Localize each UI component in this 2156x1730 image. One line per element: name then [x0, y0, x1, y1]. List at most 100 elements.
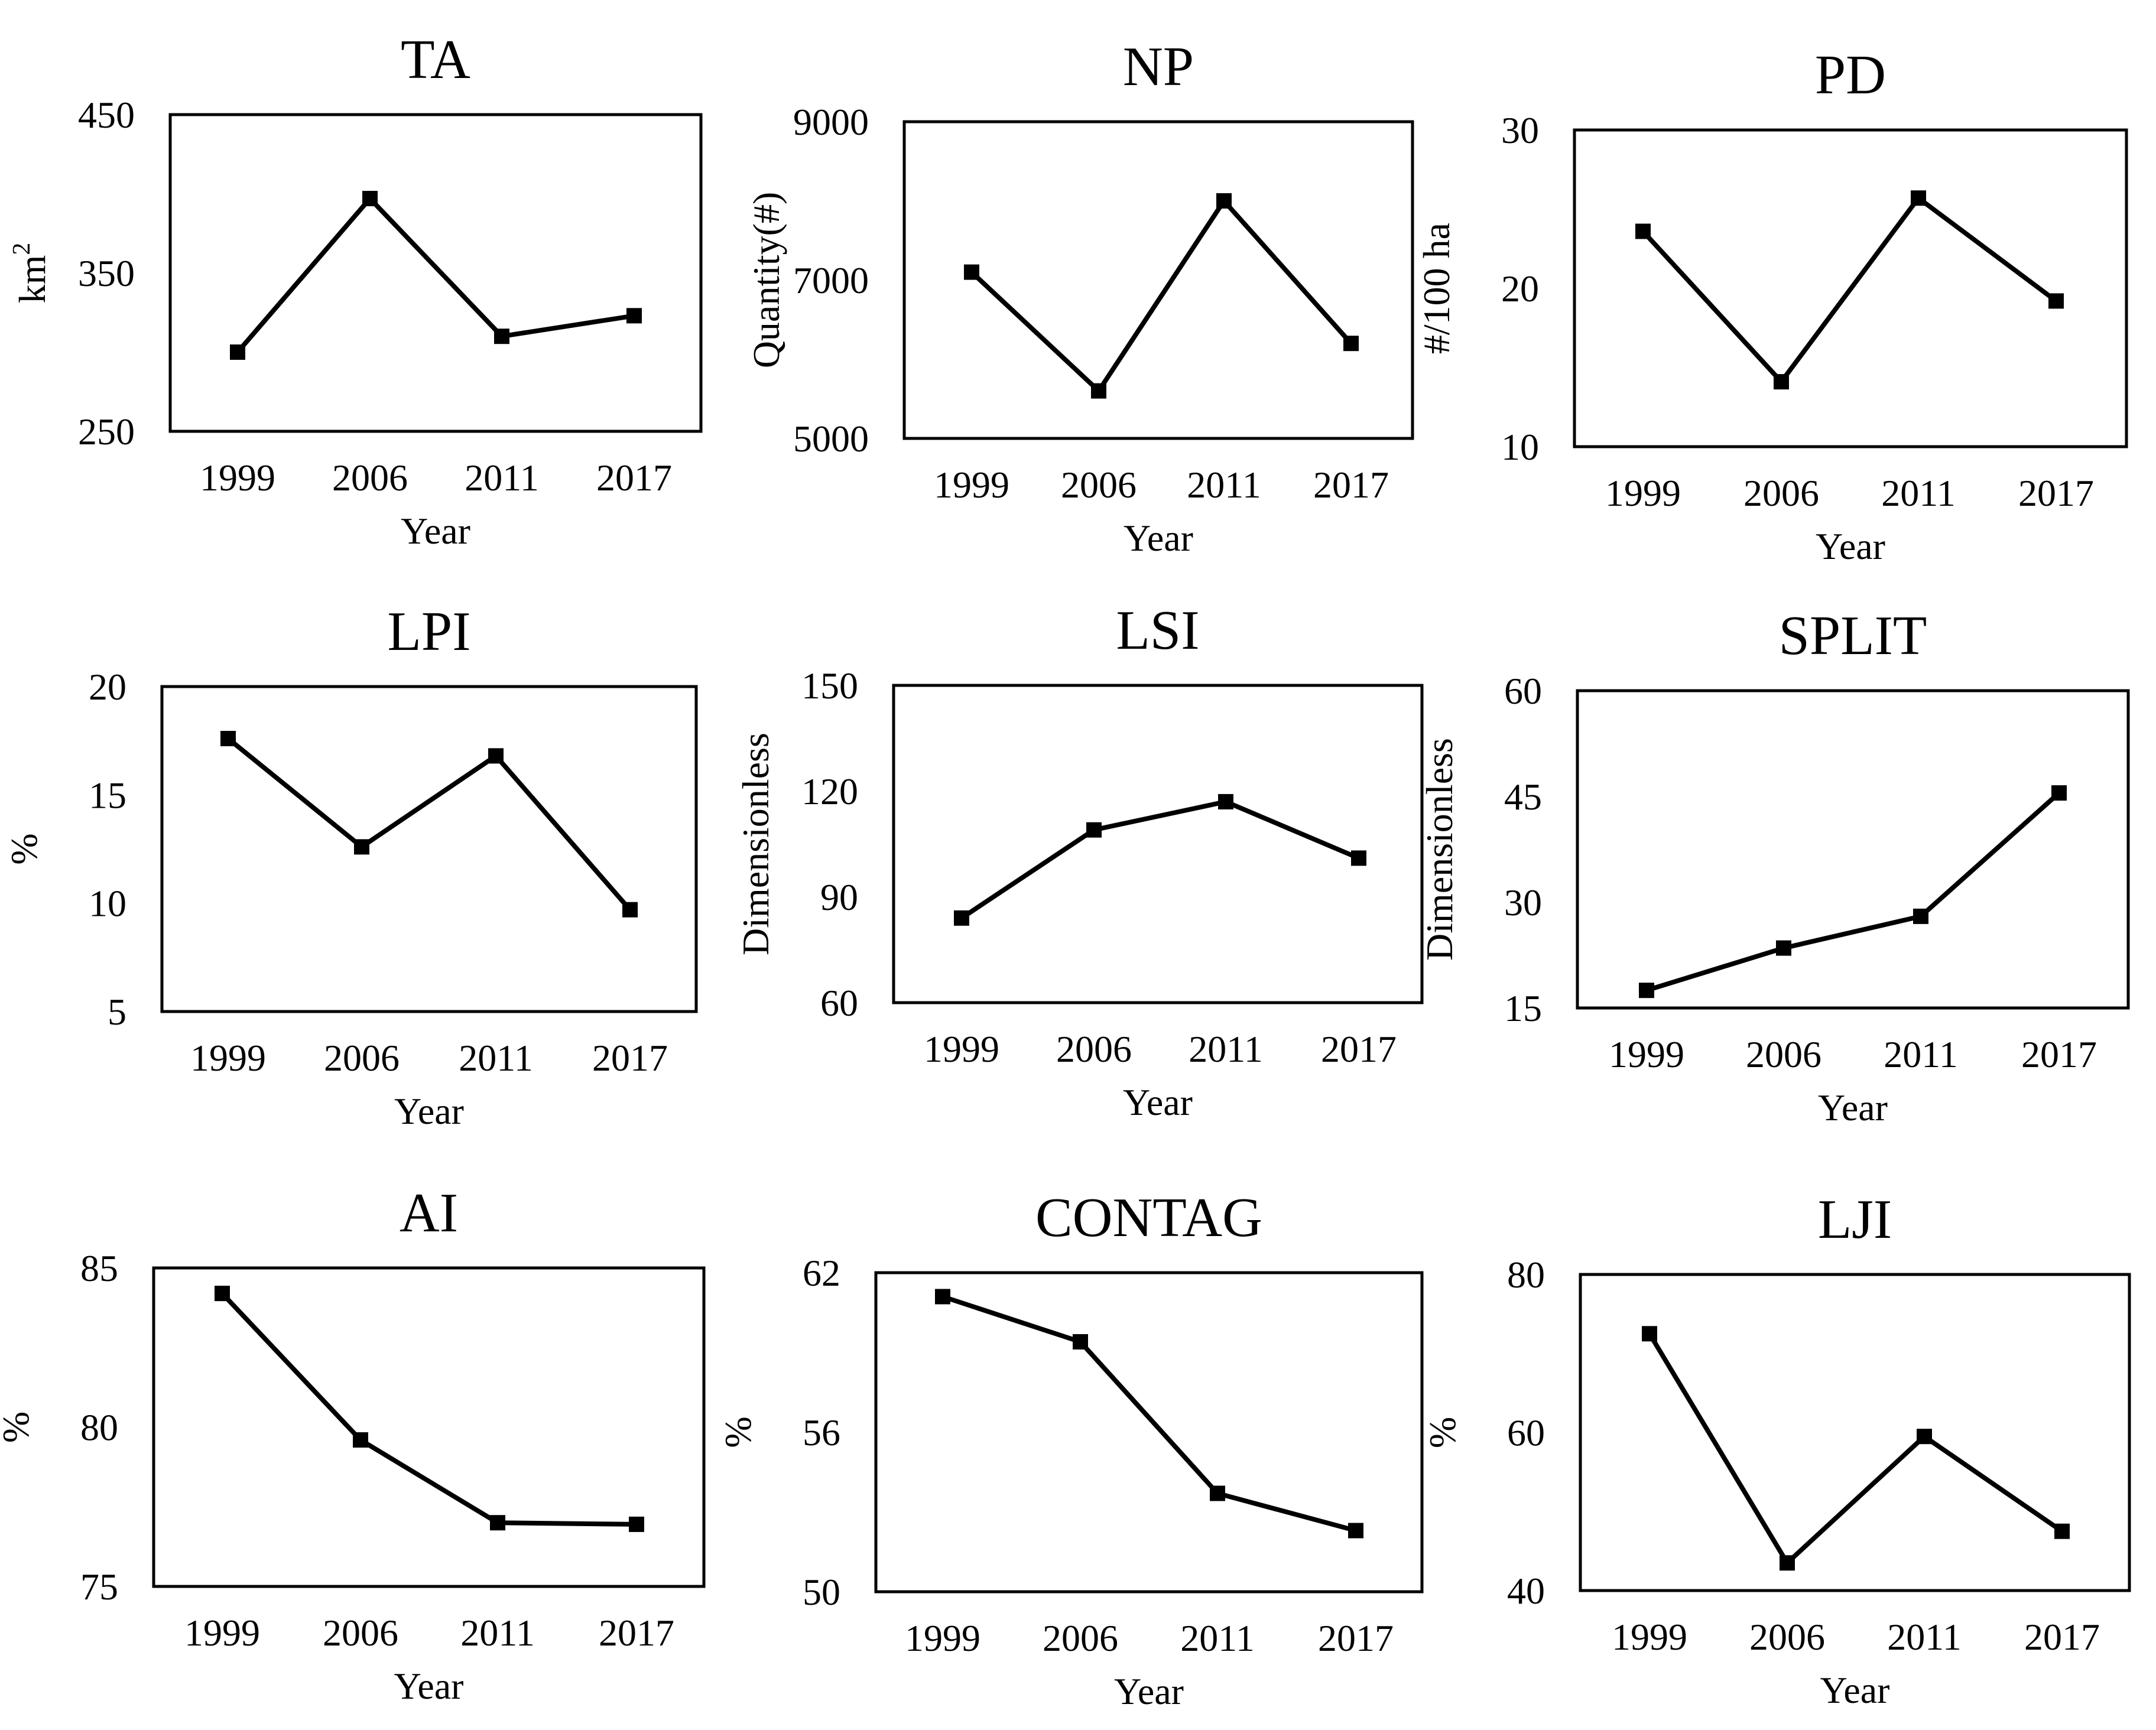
x-tick-label: 2011: [460, 1612, 535, 1654]
y-tick-label: 10: [89, 883, 126, 925]
data-point-2017: [1348, 1523, 1363, 1539]
data-point-2011: [1911, 190, 1926, 206]
plot-area-frame: [874, 1271, 1424, 1594]
series-line: [220, 1292, 637, 1527]
chart-panel-lji: LJI 40 60 80 1999 2006 2011 2017 Year%: [1421, 1189, 2131, 1711]
y-tick-label: 60: [820, 982, 858, 1024]
chart-title: NP: [1123, 36, 1194, 97]
y-tick-label: 15: [89, 774, 126, 816]
series-line: [1647, 1332, 2064, 1566]
y-tick-label: 40: [1507, 1570, 1545, 1612]
y-tick-label: 150: [801, 665, 858, 707]
x-tick-label: 1999: [934, 464, 1009, 506]
x-tick-label: 1999: [184, 1612, 260, 1654]
data-point-2017: [2054, 1523, 2070, 1539]
plot-area-frame: [160, 685, 698, 1013]
series-line: [960, 799, 1360, 921]
chart-panel-np: NP 5000 7000 9000 1999 2006 2011 2017 Year Quanti…: [745, 36, 1414, 559]
data-point-1999: [1635, 223, 1651, 239]
data-point-2017: [626, 308, 642, 324]
y-tick-label: 7000: [793, 259, 869, 301]
y-axis-title-superscript: 2: [8, 243, 35, 255]
data-point-2017: [1351, 850, 1366, 866]
y-tick-label: 80: [80, 1407, 118, 1449]
y-tick-label: 20: [1501, 268, 1539, 310]
y-axis-title-text: km: [11, 255, 53, 304]
x-tick-label: 2006: [1043, 1617, 1118, 1659]
y-tick-label: 50: [803, 1571, 840, 1613]
data-point-1999: [230, 344, 245, 360]
y-tick-label: 120: [801, 770, 858, 812]
plot-area-frame: [1576, 689, 2130, 1010]
x-tick-label: 2006: [324, 1037, 400, 1079]
data-point-1999: [215, 1286, 230, 1302]
y-tick-label: 90: [820, 876, 858, 918]
y-tick-label: 350: [78, 252, 135, 294]
x-axis-title: Year: [1820, 1669, 1890, 1711]
data-point-2006: [1776, 940, 1791, 956]
data-point-2011: [1917, 1429, 1932, 1445]
y-tick-label: 20: [89, 666, 126, 708]
y-axis-title-text: #/100 ha: [1415, 223, 1457, 354]
plot-area-frame: [1573, 128, 2128, 448]
y-tick-label: 85: [80, 1247, 118, 1289]
y-tick-label: 45: [1504, 776, 1542, 818]
chart-title: CONTAG: [1035, 1187, 1262, 1248]
y-tick-label: 30: [1501, 109, 1539, 151]
x-tick-label: 2017: [2024, 1616, 2100, 1658]
y-axis-title: Dimensionless: [1418, 738, 1460, 961]
data-point-2006: [1091, 383, 1106, 399]
x-tick-label: 2011: [459, 1037, 533, 1079]
chart-title: SPLIT: [1779, 605, 1927, 666]
data-point-1999: [954, 910, 969, 926]
x-tick-label: 2017: [1321, 1028, 1397, 1070]
data-point-2011: [1210, 1485, 1225, 1501]
data-point-2011: [488, 748, 504, 764]
chart-panel-contag: CONTAG 50 56 62 1999 2006 2011 2017 Year%: [717, 1187, 1424, 1712]
x-tick-label: 2011: [1881, 472, 1956, 514]
y-axis-title-text: Dimensionless: [735, 733, 777, 955]
y-tick-label: 5: [108, 991, 126, 1033]
x-tick-label: 2017: [1313, 464, 1389, 506]
y-tick-label: 250: [78, 411, 135, 453]
data-point-2006: [362, 191, 378, 207]
data-point-2006: [354, 839, 369, 855]
data-point-2006: [1780, 1555, 1795, 1571]
y-tick-label: 75: [80, 1566, 118, 1608]
x-tick-label: 2017: [592, 1037, 668, 1079]
y-tick-label: 15: [1504, 987, 1542, 1029]
x-tick-label: 2006: [332, 457, 408, 499]
x-axis-title: Year: [1123, 1081, 1193, 1123]
data-point-2011: [1216, 193, 1232, 209]
x-axis-title: Year: [1818, 1087, 1888, 1129]
y-axis-title: %: [717, 1416, 759, 1448]
y-tick-label: 80: [1507, 1254, 1545, 1296]
x-tick-label: 1999: [190, 1037, 266, 1079]
data-point-1999: [220, 731, 236, 746]
data-point-2011: [494, 329, 509, 344]
y-axis-title: %: [1421, 1417, 1463, 1448]
x-tick-label: 1999: [1612, 1616, 1687, 1658]
chart-title: TA: [401, 29, 470, 90]
y-tick-label: 62: [803, 1252, 840, 1294]
x-tick-label: 2011: [1187, 464, 1261, 506]
x-tick-label: 2011: [1884, 1033, 1958, 1075]
y-axis-title: km2: [8, 243, 53, 304]
x-tick-label: 2011: [1180, 1617, 1255, 1659]
x-tick-label: 2011: [1887, 1616, 1962, 1658]
y-axis-title: %: [3, 833, 45, 864]
series-line: [970, 199, 1353, 394]
y-tick-label: 450: [78, 94, 135, 136]
x-tick-label: 2006: [323, 1612, 398, 1654]
x-axis-title: Year: [394, 1665, 464, 1707]
data-point-2011: [1218, 794, 1233, 809]
series-line: [1641, 196, 2058, 385]
chart-panel-lsi: LSI 60 90 120 150 1999 2006 2011 2017 Year Dimensi…: [735, 600, 1424, 1123]
chart-panel-lpi: LPI 5 10 15 20 1999 2006 2011 2017 Year%: [3, 601, 698, 1132]
data-point-2011: [490, 1515, 505, 1531]
data-point-1999: [1642, 1326, 1657, 1342]
plot-area-frame: [1579, 1273, 2131, 1592]
data-point-2006: [1086, 822, 1102, 838]
data-point-2006: [353, 1432, 368, 1448]
